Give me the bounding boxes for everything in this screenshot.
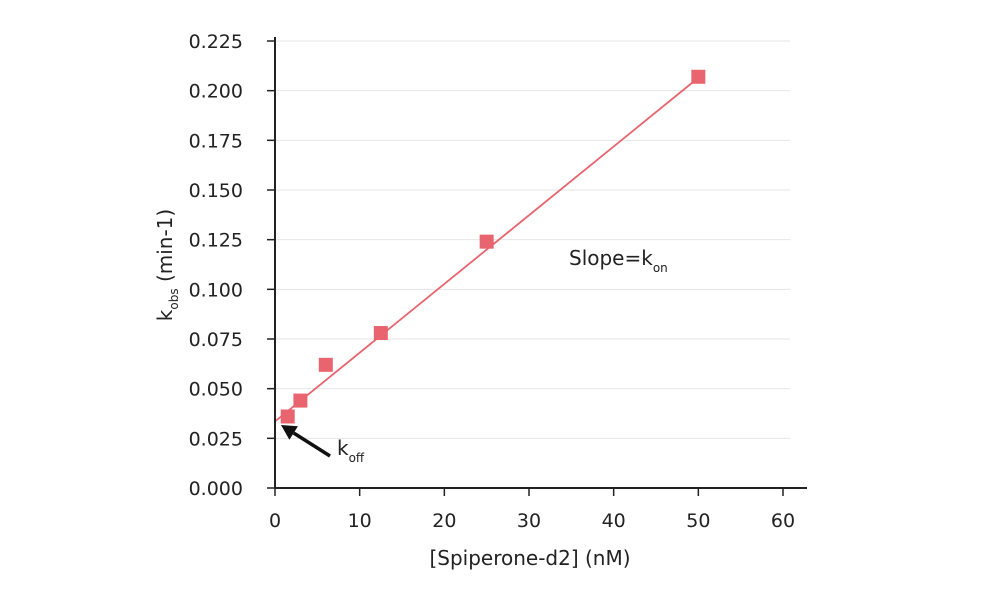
x-tick-label: 10 <box>348 510 372 532</box>
axes <box>267 37 807 496</box>
fit-line-group <box>274 77 699 423</box>
y-axis-title-rest: (min-1) <box>153 209 177 289</box>
x-tick-label: 40 <box>602 510 626 532</box>
x-tick-label: 50 <box>686 510 710 532</box>
koff-annotation-sub: off <box>349 451 365 465</box>
x-tick-label: 20 <box>432 510 456 532</box>
data-point <box>479 234 494 249</box>
data-points <box>280 69 706 424</box>
data-point <box>293 393 308 408</box>
y-axis-title: kobs (min-1) <box>153 209 181 321</box>
y-tick-label: 0.125 <box>189 230 243 252</box>
x-tick-label: 30 <box>517 510 541 532</box>
y-tick-labels: 0.000 0.025 0.050 0.075 0.100 0.125 0.150 0.175… <box>189 31 243 500</box>
y-tick-label: 0.025 <box>189 428 243 450</box>
fit-line <box>274 77 699 423</box>
koff-arrow-head <box>281 425 298 440</box>
x-tick-label: 0 <box>269 510 281 532</box>
grid-lines <box>275 40 790 439</box>
x-tick-labels: 0 10 20 30 40 50 60 <box>269 510 795 532</box>
koff-annotation: koff <box>337 436 365 465</box>
y-axis-title-main: k <box>153 309 177 321</box>
y-tick-label: 0.225 <box>189 31 243 53</box>
data-point <box>691 69 706 84</box>
y-tick-label: 0.175 <box>189 130 243 152</box>
y-tick-label: 0.075 <box>189 329 243 351</box>
data-point <box>280 409 295 424</box>
koff-annotation-main: k <box>337 436 349 460</box>
y-tick-label: 0.050 <box>189 379 243 401</box>
data-point <box>318 357 333 372</box>
slope-annotation-main: Slope=k <box>569 246 653 270</box>
y-tick-label: 0.150 <box>189 180 243 202</box>
x-tick-label: 60 <box>771 510 795 532</box>
y-axis-title-sub: obs <box>167 288 181 309</box>
koff-arrow <box>281 425 331 458</box>
x-axis-title: [Spiperone-d2] (nM) <box>429 546 630 570</box>
slope-annotation: Slope=kon <box>569 246 668 275</box>
y-tick-label: 0.000 <box>189 478 243 500</box>
koff-arrow-shaft <box>292 431 331 458</box>
data-point <box>373 326 388 341</box>
y-tick-label: 0.200 <box>189 81 243 103</box>
y-tick-label: 0.100 <box>189 279 243 301</box>
slope-annotation-sub: on <box>653 261 668 275</box>
